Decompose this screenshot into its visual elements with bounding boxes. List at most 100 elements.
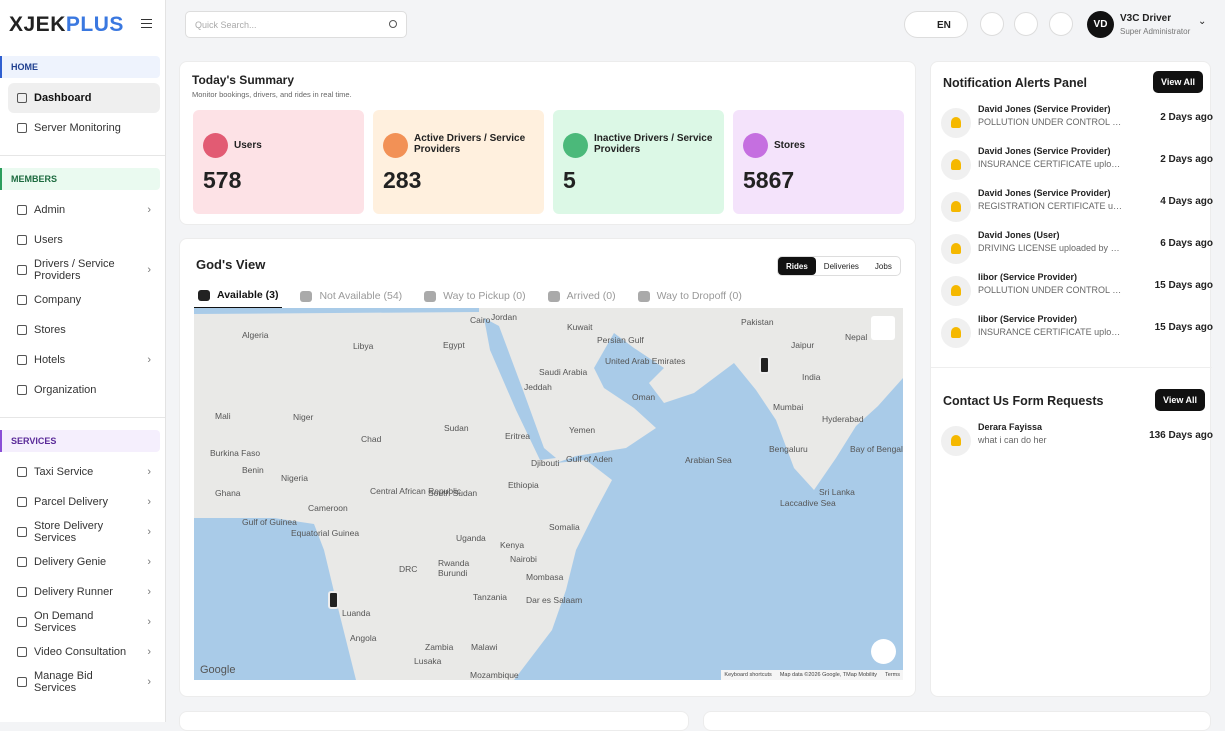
alert-item[interactable]: David Jones (Service Provider) REGISTRATI… bbox=[941, 188, 1213, 224]
stat-value: 5867 bbox=[743, 167, 795, 193]
summary-subtitle: Monitor bookings, drivers, and rides in … bbox=[192, 90, 352, 99]
topbar: Quick Search... EN VD V3C Driver Super A… bbox=[166, 0, 1225, 48]
user-role: Super Administrator bbox=[1120, 27, 1191, 36]
alert-item[interactable]: David Jones (Service Provider) POLLUTION … bbox=[941, 104, 1213, 140]
alert-item[interactable]: Derara Fayissa what i can do her 136 Days … bbox=[941, 422, 1213, 458]
nav-icon bbox=[17, 497, 27, 507]
map-label: Jordan bbox=[491, 312, 517, 322]
nav-item[interactable]: Organization bbox=[8, 375, 160, 405]
settings-button[interactable] bbox=[1049, 12, 1073, 36]
nav-icon bbox=[17, 677, 27, 687]
status-tab[interactable]: Not Available (54) bbox=[296, 283, 406, 309]
map-label: Equatorial Guinea bbox=[291, 528, 360, 538]
view-all-button[interactable]: View All bbox=[1155, 389, 1206, 411]
nav-item[interactable]: Video Consultation › bbox=[8, 637, 160, 667]
nav-item[interactable]: Stores bbox=[8, 315, 160, 345]
alert-item[interactable]: libor (Service Provider) POLLUTION UNDER … bbox=[941, 272, 1213, 308]
nav-item[interactable]: Hotels › bbox=[8, 345, 160, 375]
nav-item[interactable]: Parcel Delivery › bbox=[8, 487, 160, 517]
map-label: Bay of Bengal bbox=[850, 444, 903, 454]
stat-icon bbox=[383, 133, 408, 158]
map-label: Hyderabad bbox=[822, 414, 864, 424]
alert-icon bbox=[941, 108, 971, 138]
alert-title: libor (Service Provider) bbox=[978, 314, 1078, 324]
nav-item[interactable]: Admin › bbox=[8, 195, 160, 225]
alert-item[interactable]: libor (Service Provider) INSURANCE CERTIF… bbox=[941, 314, 1213, 350]
search-icon bbox=[389, 20, 397, 28]
nav-icon bbox=[17, 385, 27, 395]
attribution-item[interactable]: Keyboard shortcuts bbox=[724, 672, 772, 678]
nav-item[interactable]: Store Delivery Services › bbox=[8, 517, 160, 547]
alert-title: David Jones (Service Provider) bbox=[978, 104, 1111, 114]
attribution-item[interactable]: Map data ©2026 Google, TMap Mobility bbox=[779, 672, 878, 678]
user-name: V3C Driver bbox=[1120, 13, 1172, 24]
map-label: Jaipur bbox=[791, 340, 815, 350]
nav-item[interactable]: Manage Bid Services › bbox=[8, 667, 160, 697]
contact-title: Contact Us Form Requests bbox=[943, 394, 1104, 408]
alert-description: POLLUTION UNDER CONTROL (PUC) upl... bbox=[978, 117, 1123, 127]
stat-card[interactable]: Stores 5867 bbox=[733, 110, 904, 214]
fullscreen-button[interactable] bbox=[871, 316, 895, 340]
map-label: Arabian Sea bbox=[685, 455, 732, 465]
nav-item[interactable]: Delivery Genie › bbox=[8, 547, 160, 577]
nav-item[interactable]: Company bbox=[8, 285, 160, 315]
map-label: Malawi bbox=[471, 642, 498, 652]
map-label: Djibouti bbox=[531, 458, 560, 468]
nav-item[interactable]: Server Monitoring bbox=[8, 113, 160, 143]
alert-time: 4 Days ago bbox=[1160, 196, 1213, 207]
user-menu-caret[interactable]: ⌄ bbox=[1198, 16, 1207, 27]
nav-item[interactable]: Delivery Runner › bbox=[8, 577, 160, 607]
map[interactable]: Cairo Jordan Kuwait Pakistan Algeria Libya Egy… bbox=[194, 308, 903, 680]
avatar[interactable]: VD bbox=[1087, 11, 1114, 38]
alert-icon bbox=[941, 234, 971, 264]
map-label: Tanzania bbox=[473, 592, 508, 602]
view-all-button[interactable]: View All bbox=[1153, 71, 1204, 93]
attribution-item[interactable]: Terms bbox=[885, 672, 900, 678]
water bbox=[194, 518, 356, 680]
map-label: Kuwait bbox=[567, 322, 593, 332]
map-label: Persian Gulf bbox=[597, 335, 644, 345]
nav-item[interactable]: Dashboard bbox=[8, 83, 160, 113]
stat-card[interactable]: Inactive Drivers / Service Providers 5 bbox=[553, 110, 724, 214]
menu-toggle[interactable] bbox=[141, 19, 152, 28]
alert-title: Derara Fayissa bbox=[978, 422, 1043, 432]
nav-item[interactable]: Users bbox=[8, 225, 160, 255]
alert-button[interactable] bbox=[980, 12, 1004, 36]
language[interactable]: EN bbox=[904, 11, 968, 38]
locate-button[interactable] bbox=[871, 639, 896, 664]
tab-icon bbox=[424, 290, 437, 302]
stat-card[interactable]: Users 578 bbox=[193, 110, 364, 214]
logo[interactable]: XJEKPLUS bbox=[9, 13, 124, 37]
status-tab[interactable]: Way to Pickup (0) bbox=[420, 283, 529, 309]
map-label: Yemen bbox=[569, 425, 596, 435]
nav-label: On Demand Services bbox=[34, 610, 94, 634]
map-attribution: Keyboard shortcuts Map data ©2026 Google,… bbox=[721, 670, 903, 680]
alert-title: libor (Service Provider) bbox=[978, 272, 1078, 282]
status-tab[interactable]: Arrived (0) bbox=[544, 283, 620, 309]
alert-description: INSURANCE CERTIFICATE uploaded by S... bbox=[978, 159, 1123, 169]
logo-accent: PLUS bbox=[65, 13, 124, 36]
map-label: South Sudan bbox=[428, 488, 478, 498]
status-tab[interactable]: Way to Dropoff (0) bbox=[634, 283, 746, 309]
notes-button[interactable] bbox=[1014, 12, 1038, 36]
vehicle-marker[interactable] bbox=[759, 356, 770, 374]
tab-icon bbox=[300, 290, 313, 302]
status-tab[interactable]: Available (3) bbox=[194, 283, 283, 309]
alert-title: David Jones (User) bbox=[978, 230, 1060, 240]
mode-button[interactable]: Deliveries bbox=[823, 262, 859, 271]
nav-label: Stores bbox=[34, 324, 66, 336]
search[interactable]: Quick Search... bbox=[185, 11, 407, 38]
nav-item[interactable]: Taxi Service › bbox=[8, 457, 160, 487]
nav-item[interactable]: On Demand Services › bbox=[8, 607, 160, 637]
vehicle-marker[interactable] bbox=[328, 591, 339, 609]
alert-item[interactable]: David Jones (Service Provider) INSURANCE … bbox=[941, 146, 1213, 182]
nav-item[interactable]: Drivers / Service Providers › bbox=[8, 255, 160, 285]
nav-label: Delivery Genie bbox=[34, 556, 107, 568]
map-label: Bengaluru bbox=[769, 444, 808, 454]
stat-card[interactable]: Active Drivers / Service Providers 283 bbox=[373, 110, 544, 214]
alert-item[interactable]: David Jones (User) DRIVING LICENSE upload… bbox=[941, 230, 1213, 266]
mode-button[interactable]: Jobs bbox=[874, 262, 892, 271]
mode-button[interactable]: Rides bbox=[778, 257, 816, 275]
map-label: Nepal bbox=[845, 332, 868, 342]
